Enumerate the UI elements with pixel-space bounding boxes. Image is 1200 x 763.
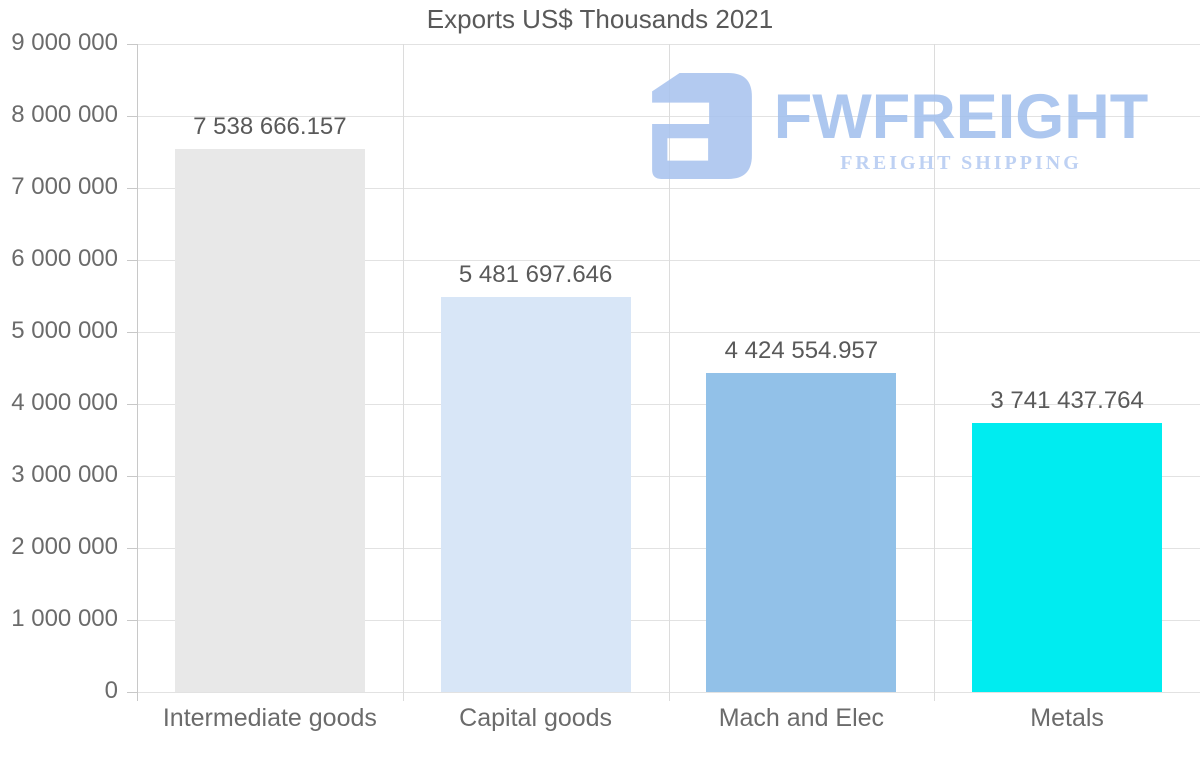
y-axis-tick (127, 404, 137, 405)
bar-value-label: 4 424 554.957 (724, 337, 879, 365)
y-axis-tick (127, 332, 137, 333)
y-axis-line (137, 44, 138, 701)
fwfreight-logo-icon (652, 73, 752, 179)
bar-value-label: 3 741 437.764 (990, 386, 1144, 414)
y-axis-tick (127, 116, 137, 117)
y-axis-tick (127, 476, 137, 477)
y-axis-tick (127, 692, 137, 693)
y-axis-tick (127, 620, 137, 621)
y-tick-label: 9 000 000 (11, 29, 118, 56)
y-tick-label: 4 000 000 (11, 389, 118, 416)
y-axis-tick (127, 260, 137, 261)
v-gridline (668, 44, 670, 701)
bar-capital-goods (440, 297, 631, 692)
logo-tagline: FREIGHT SHIPPING (840, 152, 1082, 174)
y-tick-label: 6 000 000 (11, 245, 118, 272)
y-tick-label: 3 000 000 (11, 461, 118, 488)
bar-value-label: 5 481 697.646 (458, 261, 613, 289)
y-axis-tick (127, 548, 137, 549)
v-gridline (402, 44, 404, 701)
chart-title: Exports US$ Thousands 2021 (426, 4, 774, 34)
x-category-label: Capital goods (459, 704, 613, 732)
y-axis-tick (127, 44, 137, 45)
y-tick-label: 7 000 000 (11, 173, 118, 200)
bar-metals (972, 422, 1163, 692)
bar-mach-and-elec (706, 373, 897, 692)
y-axis-tick (127, 188, 137, 189)
x-category-label: Intermediate goods (162, 704, 377, 732)
y-tick-label: 5 000 000 (11, 317, 118, 344)
y-tick-label: 0 (104, 677, 118, 704)
x-category-label: Mach and Elec (718, 704, 885, 732)
logo-name: FWFREIGHT (773, 82, 1149, 152)
y-tick-label: 1 000 000 (11, 605, 118, 632)
bar-intermediate-goods (174, 149, 365, 692)
y-tick-label: 8 000 000 (11, 101, 118, 128)
fwfreight-logo: FWFREIGHT FREIGHT SHIPPING (648, 68, 1152, 188)
y-tick-label: 2 000 000 (11, 533, 118, 560)
v-gridline (934, 44, 936, 701)
x-category-label: Metals (1030, 704, 1104, 732)
bar-value-label: 7 538 666.157 (193, 113, 347, 141)
